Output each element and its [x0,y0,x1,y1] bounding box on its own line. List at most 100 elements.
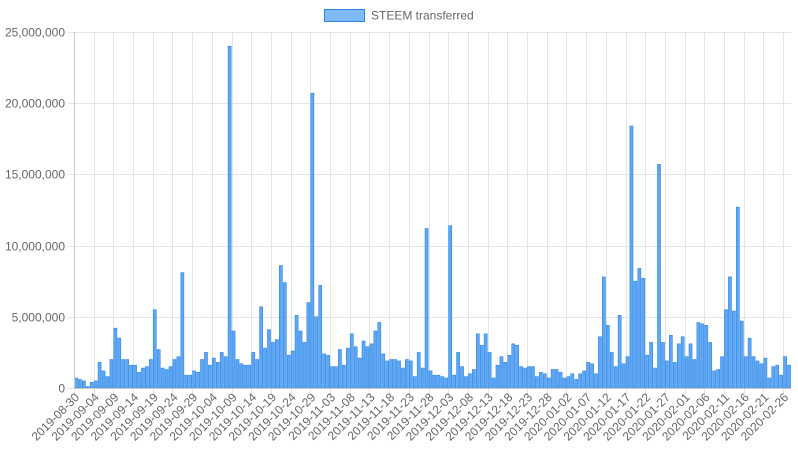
bar[interactable] [558,372,563,389]
bar[interactable] [239,363,244,389]
bar[interactable] [495,364,500,389]
bar[interactable] [542,373,547,389]
bar[interactable] [141,367,145,389]
bar[interactable] [275,339,279,389]
bar[interactable] [747,337,752,389]
bar[interactable] [787,364,791,389]
bar[interactable] [483,333,488,389]
bar[interactable] [605,325,610,389]
bar[interactable] [212,357,216,389]
bar[interactable] [251,352,256,389]
bar[interactable] [432,374,437,389]
bar[interactable] [456,352,460,389]
bar[interactable] [428,370,433,389]
bar[interactable] [424,228,429,389]
bar[interactable] [759,363,764,389]
bar[interactable] [672,362,677,389]
bar[interactable] [708,342,713,389]
bar[interactable] [109,359,114,389]
bar[interactable] [188,374,193,389]
bar[interactable] [515,344,520,389]
bar[interactable] [724,309,728,389]
bar[interactable] [318,285,323,389]
bar[interactable] [617,315,622,389]
bar[interactable] [89,381,94,389]
bar[interactable] [231,330,236,389]
bar[interactable] [594,373,598,389]
bar[interactable] [101,370,106,389]
bar[interactable] [385,360,390,389]
bar[interactable] [704,325,709,389]
bar[interactable] [416,352,421,389]
bar[interactable] [290,350,295,389]
bar[interactable] [160,367,165,389]
bar[interactable] [436,374,441,389]
bar[interactable] [732,310,736,389]
bar[interactable] [389,359,393,389]
bar[interactable] [602,276,606,389]
bar[interactable] [85,386,90,389]
bar[interactable] [129,364,133,389]
bar[interactable] [192,370,196,389]
bar[interactable] [176,356,181,389]
bar[interactable] [716,369,720,389]
bar[interactable] [247,364,252,389]
bar[interactable] [487,352,492,389]
bar[interactable] [464,376,468,389]
bar[interactable] [278,265,283,389]
bar[interactable] [259,306,263,389]
bar[interactable] [148,359,153,389]
bar[interactable] [223,356,228,389]
bar[interactable] [771,366,776,389]
bar[interactable] [712,370,717,389]
bar[interactable] [168,366,173,389]
bar[interactable] [633,280,638,389]
bar[interactable] [507,354,512,389]
bar[interactable] [562,377,567,389]
bar[interactable] [613,366,618,389]
bar[interactable] [267,329,271,389]
bar[interactable] [302,342,307,389]
bar[interactable] [448,225,453,389]
bar[interactable] [598,336,602,389]
bar[interactable] [405,359,409,389]
bar[interactable] [393,359,397,389]
bar[interactable] [420,367,425,389]
bar[interactable] [503,362,508,389]
bar[interactable] [412,376,417,389]
bar[interactable] [78,379,82,389]
bar[interactable] [676,343,681,389]
bar[interactable] [357,357,362,389]
bar[interactable] [499,356,504,389]
bar[interactable] [728,276,732,389]
bar[interactable] [669,335,673,389]
bar[interactable] [763,357,768,389]
bar[interactable] [621,363,626,389]
bar[interactable] [609,352,614,389]
bar[interactable] [105,376,110,389]
bar[interactable] [117,337,122,389]
bar[interactable] [342,364,346,389]
bar[interactable] [338,349,342,389]
bar[interactable] [82,380,86,389]
bar[interactable] [97,362,102,389]
bar[interactable] [688,343,693,389]
bar[interactable] [546,377,551,389]
bar[interactable] [653,367,657,389]
bar[interactable] [381,353,386,389]
bar[interactable] [133,364,137,389]
bar[interactable] [180,272,185,389]
bar[interactable] [334,366,338,389]
bar[interactable] [294,315,299,389]
bar[interactable] [743,356,748,389]
bar[interactable] [345,347,350,389]
bar[interactable] [720,356,724,389]
bar[interactable] [570,373,575,389]
bar[interactable] [700,323,705,389]
bar[interactable] [286,354,291,389]
bar[interactable] [696,322,701,389]
bar[interactable] [665,360,669,389]
bar[interactable] [578,373,583,389]
bar[interactable] [113,327,118,389]
bar[interactable] [511,343,516,389]
